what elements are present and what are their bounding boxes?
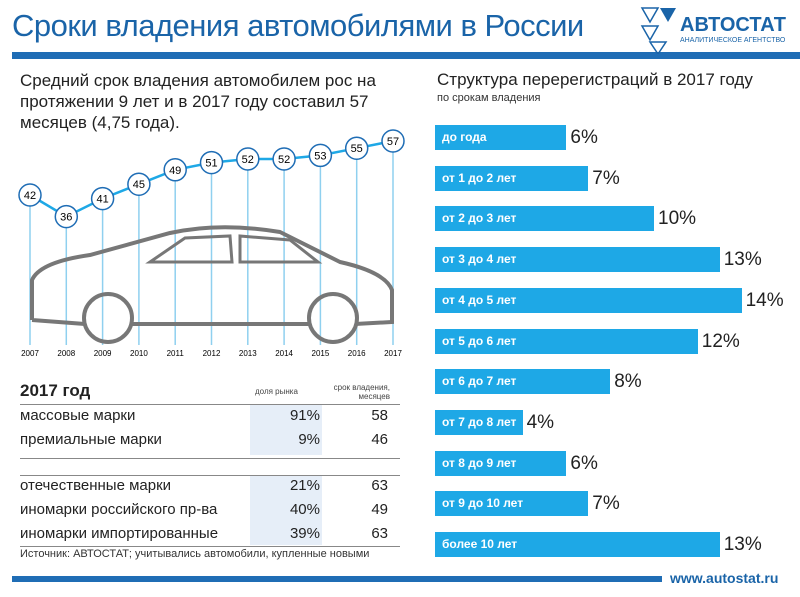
- bar-chart-title: Структура перерегистраций в 2017 году: [437, 70, 753, 89]
- data-point: [199, 150, 224, 175]
- data-label: 57: [387, 136, 399, 148]
- bar-value-label: 6%: [570, 127, 598, 148]
- bar-value-label: 13%: [723, 534, 762, 555]
- row-label: иномарки российского пр-ва: [20, 501, 218, 518]
- x-tick-label: 2012: [203, 349, 221, 358]
- data-label: 52: [242, 154, 254, 166]
- bar: более 10 лет: [435, 532, 720, 557]
- logo-name: АВТОСТАТ: [680, 14, 786, 36]
- data-point: [272, 147, 296, 171]
- data-label: 36: [60, 212, 72, 224]
- col-header-term-2: месяцев: [358, 392, 390, 401]
- site-link[interactable]: www.autostat.ru: [670, 570, 779, 586]
- page-title: Сроки владения автомобилями в России: [12, 8, 584, 43]
- bar-value-label: 10%: [658, 208, 697, 229]
- data-label: 55: [351, 143, 363, 155]
- bar: до года: [435, 125, 567, 150]
- col-header-term: срок владения, месяцев: [320, 383, 390, 401]
- logo-icon: [640, 7, 676, 54]
- x-tick-label: 2009: [94, 349, 112, 358]
- table-title: 2017 год: [20, 381, 91, 400]
- ownership-months: 63: [371, 477, 388, 494]
- data-label: 51: [205, 158, 217, 170]
- x-tick-label: 2011: [167, 349, 185, 358]
- row-label: массовые марки: [20, 407, 136, 424]
- row-label: иномарки импортированные: [20, 525, 219, 542]
- data-point: [54, 204, 79, 229]
- bar-value-label: 8%: [614, 371, 642, 392]
- data-point: [381, 129, 405, 153]
- data-label: 52: [278, 154, 290, 166]
- x-tick-label: 2008: [57, 349, 75, 358]
- col-header-share: доля рынка: [255, 387, 298, 396]
- bar: от 8 до 9 лет: [435, 451, 567, 476]
- bar-value-label: 4%: [526, 412, 555, 433]
- bar: от 5 до 6 лет: [435, 329, 698, 354]
- car-illustration: [30, 225, 394, 344]
- bar-value-label: 7%: [592, 168, 620, 189]
- divider: [12, 576, 662, 582]
- logo-subtitle: АНАЛИТИЧЕСКОЕ АГЕНТСТВО: [680, 37, 786, 44]
- market-share: 40%: [289, 501, 320, 518]
- ownership-months: 63: [371, 525, 388, 542]
- x-tick-label: 2014: [275, 349, 293, 358]
- market-share: 39%: [289, 525, 320, 542]
- data-label: 53: [314, 150, 326, 162]
- ownership-months: 46: [371, 431, 388, 448]
- x-tick-label: 2016: [348, 349, 366, 358]
- x-tick-label: 2013: [239, 349, 257, 358]
- x-tick-label: 2010: [130, 349, 148, 358]
- data-point: [90, 186, 115, 211]
- data-point: [163, 158, 187, 182]
- bar-value-label: 6%: [570, 453, 598, 474]
- bar-chart-subtitle: по срокам владения: [437, 92, 541, 104]
- market-share: 91%: [289, 407, 320, 424]
- ownership-months: 58: [371, 407, 388, 424]
- bar: от 4 до 5 лет: [435, 288, 742, 313]
- line-chart: 42 2007 36 2008 41 2009 45 2010 49 2011 51 2012 52 20…: [18, 129, 405, 358]
- bar-value-label: 12%: [701, 331, 740, 352]
- col-header-term-1: срок владения,: [333, 383, 390, 392]
- bar: от 1 до 2 лет: [435, 166, 589, 191]
- row-label: премиальные марки: [20, 431, 162, 448]
- table-row: иномарки российского пр-ва 40% 49: [20, 501, 400, 524]
- x-tick-label: 2015: [312, 349, 330, 358]
- data-point: [344, 136, 369, 160]
- x-tick-label: 2007: [21, 349, 39, 358]
- divider: [12, 52, 800, 59]
- bar-value-label: 7%: [592, 493, 620, 514]
- bar: от 3 до 4 лет: [435, 247, 720, 272]
- data-label: 42: [24, 190, 36, 202]
- market-share: 9%: [298, 431, 320, 448]
- bar-value-label: 14%: [745, 290, 784, 311]
- bar: от 6 до 7 лет: [435, 369, 611, 394]
- table-row: массовые марки 91% 58: [20, 407, 400, 430]
- data-point: [308, 143, 333, 168]
- x-tick-label: 2017: [384, 349, 402, 358]
- table-row: премиальные марки 9% 46: [20, 431, 400, 454]
- market-share: 21%: [289, 477, 320, 494]
- bar: от 9 до 10 лет: [435, 491, 589, 516]
- data-label: 45: [133, 179, 145, 191]
- ownership-months: 49: [371, 501, 388, 518]
- data-point: [127, 172, 151, 196]
- row-label: отечественные марки: [20, 477, 172, 494]
- line-chart-title: Средний срок владения автомобилем рос на…: [20, 71, 376, 132]
- bar-value-label: 13%: [723, 249, 762, 270]
- data-point: [236, 147, 260, 171]
- source-note: Источник: АВТОСТАТ; учитывались автомоби…: [20, 548, 370, 560]
- table-row: отечественные марки 21% 63: [20, 477, 400, 500]
- data-label: 49: [169, 165, 181, 177]
- bar: от 7 до 8 лет: [435, 410, 523, 435]
- data-label: 41: [96, 194, 108, 206]
- table-row: иномарки импортированные 39% 63: [20, 525, 400, 548]
- bar: от 2 до 3 лет: [435, 206, 654, 231]
- data-point: [18, 183, 42, 207]
